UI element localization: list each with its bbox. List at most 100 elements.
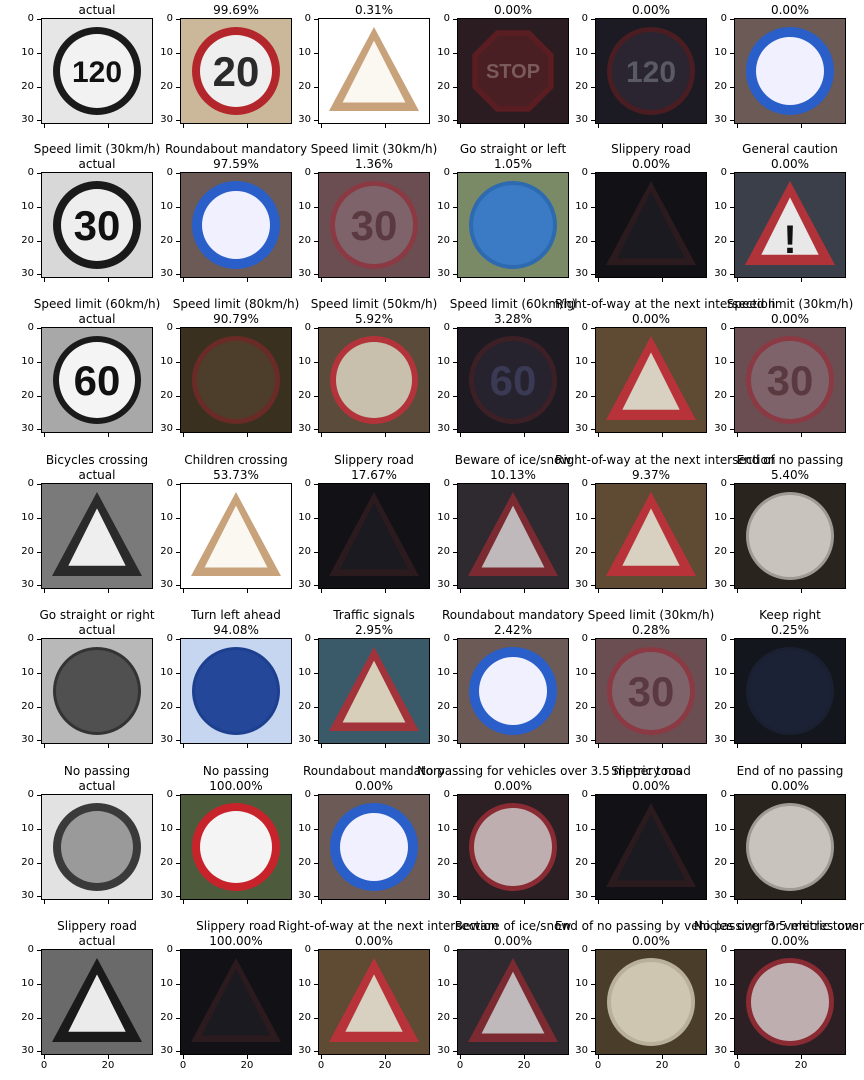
x-tick [321,278,322,282]
sign-image-svg [458,950,568,1054]
y-tick-label: 0 [443,633,450,644]
y-tick [176,518,180,519]
sign-image-svg [458,484,568,588]
x-tick-label: 0 [456,1060,464,1071]
y-tick [453,87,457,88]
y-tick-label: 20 [437,546,450,557]
subplot: Speed limit (30km/h) 0.00% 30 0 10 20 30 [714,297,853,437]
x-tick-label: 20 [101,1060,115,1071]
sign-image [180,949,292,1055]
subplot-value: 0.25% [770,623,810,637]
sign-face [200,811,272,883]
y-tick-label: 30 [575,890,588,901]
subplot: No passing for vehicles over 3.5 metric … [417,764,682,904]
sign-image-svg [42,484,152,588]
sign-face [61,811,133,883]
sign-image [180,794,292,900]
y-tick-label: 30 [714,114,727,125]
y-tick [176,585,180,586]
subplot-value: 0.00% [770,3,810,17]
y-tick [730,863,734,864]
y-tick-label: 0 [27,322,34,333]
x-tick [737,900,738,904]
subplot-label: Speed limit (50km/h) [310,297,438,311]
x-tick [460,278,461,282]
sign-image-svg [596,950,706,1054]
x-tick [183,1055,184,1059]
sign-image-svg [458,639,568,743]
x-tick [108,1055,109,1059]
y-tick [591,429,595,430]
subplot: Beware of ice/snow 10.13% 0 10 20 30 [437,453,571,593]
y-tick [176,1051,180,1052]
y-tick-label: 20 [21,81,34,92]
y-tick [176,484,180,485]
y-tick [176,1018,180,1019]
subplot: Roundabout mandatory 97.59% 0 10 20 30 [160,142,307,282]
y-tick [314,19,318,20]
x-tick [321,1055,322,1059]
subplot-value: 17.67% [351,468,397,482]
x-tick [247,124,248,128]
sign-face [474,808,552,886]
sign-image-svg: 30 [735,328,845,432]
y-tick-label: 0 [27,478,34,489]
subplot-value: 5.92% [354,312,394,326]
y-tick [453,950,457,951]
x-tick [44,900,45,904]
y-tick [176,984,180,985]
y-tick-label: 20 [437,235,450,246]
subplot-value: actual [78,779,116,793]
y-tick-label: 20 [160,857,173,868]
sign-glyph: 30 [628,668,675,715]
sign-image [595,327,707,433]
y-tick [176,740,180,741]
sign-image-svg [181,795,291,899]
y-tick [37,673,41,674]
x-tick [108,433,109,437]
y-tick [314,829,318,830]
x-tick [321,744,322,748]
y-tick-label: 0 [581,944,588,955]
y-tick-label: 0 [720,478,727,489]
y-tick [314,87,318,88]
y-tick-label: 30 [160,268,173,279]
sign-image [457,794,569,900]
y-tick-label: 30 [575,734,588,745]
y-tick [176,673,180,674]
y-tick [314,673,318,674]
y-tick-label: 30 [575,268,588,279]
x-tick [44,744,45,748]
y-tick [591,1018,595,1019]
y-tick [591,740,595,741]
y-tick-label: 10 [437,823,450,834]
y-tick [314,863,318,864]
y-tick-label: 30 [298,423,311,434]
subplot: actual 120 0 10 20 30 [21,0,153,128]
y-tick [591,863,595,864]
x-tick [598,744,599,748]
y-tick [453,429,457,430]
subplot-label: Beware of ice/snow [454,919,572,933]
subplot-label: Speed limit (60km/h) [33,297,161,311]
subplot-value: 0.00% [770,157,810,171]
y-tick [591,896,595,897]
subplot-label: Right-of-way at the next intersection [278,919,499,933]
sign-image-svg [735,484,845,588]
y-tick [453,396,457,397]
sign-image [41,949,153,1055]
y-tick [37,396,41,397]
y-tick-label: 0 [720,322,727,333]
x-tick [108,124,109,128]
sign-face [200,35,272,107]
x-tick [662,278,663,282]
sign-face [749,806,831,888]
sign-image [457,483,569,589]
sign-glyph: STOP [486,61,540,83]
y-tick-label: 0 [27,13,34,24]
y-tick-label: 10 [575,47,588,58]
x-tick [385,278,386,282]
y-tick-label: 20 [575,235,588,246]
y-tick [730,950,734,951]
y-tick [37,207,41,208]
